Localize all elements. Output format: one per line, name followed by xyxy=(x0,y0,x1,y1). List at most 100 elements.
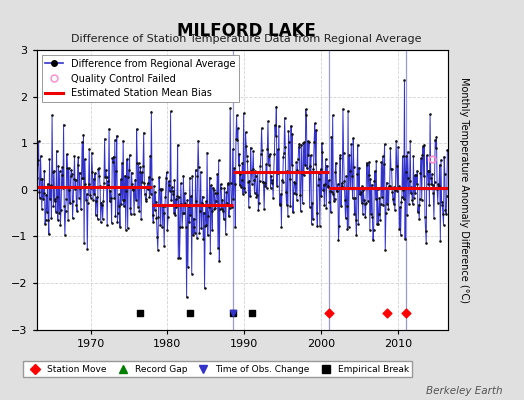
Point xyxy=(425,202,434,208)
Point xyxy=(216,206,224,212)
Point xyxy=(351,194,359,201)
Point xyxy=(280,150,288,156)
Point xyxy=(379,202,388,208)
Point xyxy=(439,222,447,228)
Point xyxy=(81,156,89,162)
Point xyxy=(233,136,242,143)
Point xyxy=(298,170,306,177)
Point xyxy=(107,195,115,201)
Point xyxy=(283,168,291,174)
Point xyxy=(174,194,183,200)
Point xyxy=(392,162,401,169)
Point xyxy=(82,191,91,197)
Point xyxy=(158,224,167,230)
Point xyxy=(118,160,126,166)
Point xyxy=(48,112,56,118)
Point xyxy=(35,138,43,144)
Point xyxy=(431,137,440,143)
Point xyxy=(421,214,429,220)
Point xyxy=(160,242,168,249)
Point xyxy=(269,169,278,175)
Point xyxy=(253,191,261,198)
Point xyxy=(217,184,225,191)
Point xyxy=(293,167,302,174)
Point xyxy=(324,184,332,190)
Point xyxy=(188,270,196,277)
Point xyxy=(306,163,314,169)
Point xyxy=(121,197,129,203)
Point xyxy=(309,216,317,222)
Point xyxy=(315,222,324,229)
Point xyxy=(377,200,385,207)
Point xyxy=(294,156,302,162)
Point xyxy=(308,200,316,206)
Point xyxy=(398,194,406,200)
Point xyxy=(275,201,283,208)
Point xyxy=(311,120,319,126)
Point xyxy=(50,168,58,174)
Point xyxy=(91,170,99,177)
Point xyxy=(443,192,451,199)
Point xyxy=(150,183,158,189)
Point xyxy=(220,185,228,192)
Point xyxy=(295,140,303,147)
Point xyxy=(193,173,202,179)
Point xyxy=(234,125,242,132)
Point xyxy=(152,215,161,222)
Point xyxy=(223,181,232,188)
Text: Berkeley Earth: Berkeley Earth xyxy=(427,386,503,396)
Point xyxy=(190,224,199,230)
Point xyxy=(97,200,105,206)
Point xyxy=(154,214,162,220)
Point xyxy=(257,125,266,131)
Point xyxy=(79,174,87,181)
Point xyxy=(401,168,410,175)
Point xyxy=(165,178,173,184)
Point xyxy=(286,203,294,210)
Point xyxy=(332,160,340,166)
Point xyxy=(432,134,441,140)
Point xyxy=(258,146,266,153)
Point xyxy=(58,172,66,178)
Point xyxy=(200,285,209,292)
Point xyxy=(279,179,287,185)
Point xyxy=(355,164,363,171)
Point xyxy=(41,221,49,227)
Point xyxy=(93,194,101,200)
Point xyxy=(345,152,354,158)
Point xyxy=(130,211,138,218)
Point xyxy=(260,180,269,186)
Point xyxy=(403,149,412,155)
Point xyxy=(242,142,250,149)
Point xyxy=(357,189,365,196)
Point xyxy=(110,195,118,202)
Point xyxy=(113,219,122,225)
Point xyxy=(148,176,156,182)
Point xyxy=(261,183,270,189)
Point xyxy=(61,232,69,238)
Point xyxy=(78,139,86,145)
Point xyxy=(112,168,121,174)
Point xyxy=(407,184,416,191)
Point xyxy=(415,216,423,222)
Point xyxy=(74,154,82,160)
Point xyxy=(102,167,110,173)
Point xyxy=(384,185,392,192)
Point xyxy=(275,123,283,129)
Point xyxy=(214,157,223,164)
Point xyxy=(400,77,409,84)
Point xyxy=(213,190,221,196)
Point xyxy=(387,165,396,172)
Point xyxy=(392,138,400,144)
Point xyxy=(51,196,59,203)
Point xyxy=(267,173,276,180)
Point xyxy=(137,216,145,222)
Point xyxy=(139,163,147,169)
Point xyxy=(298,200,307,206)
Point xyxy=(236,182,244,189)
Point xyxy=(121,172,129,179)
Point xyxy=(334,237,343,244)
Point xyxy=(374,221,383,227)
Point xyxy=(77,206,85,213)
Point xyxy=(244,179,253,186)
